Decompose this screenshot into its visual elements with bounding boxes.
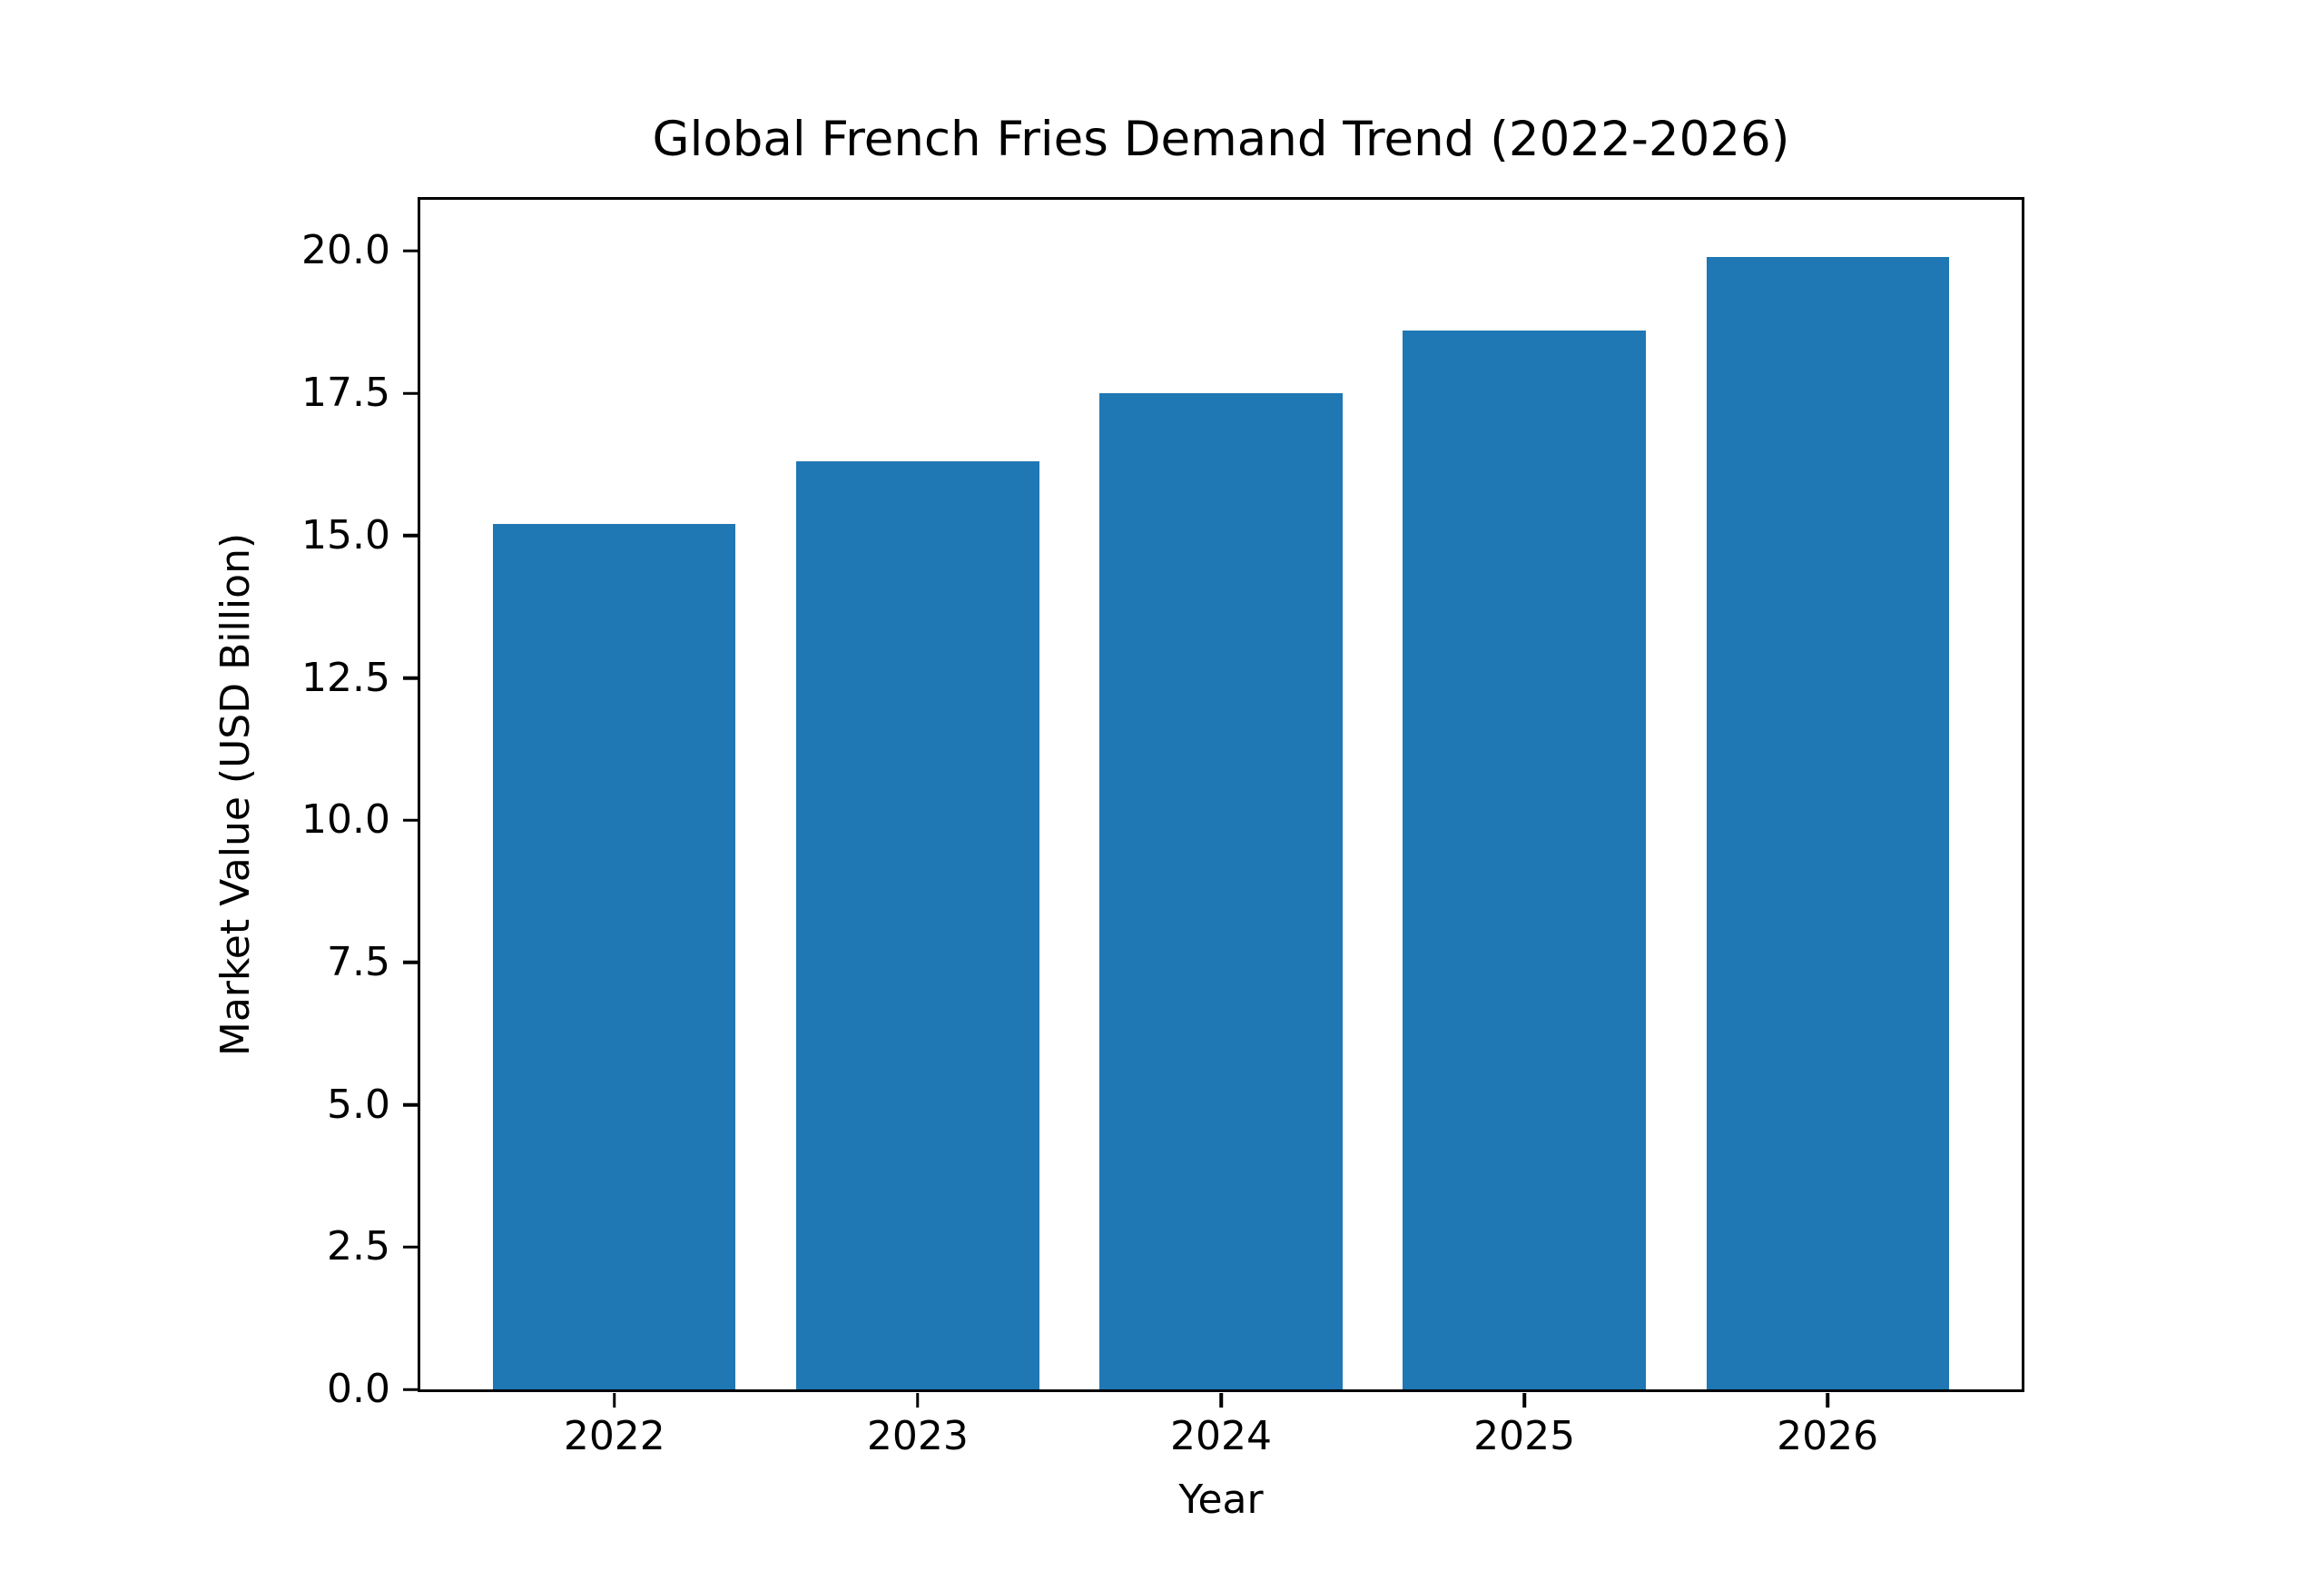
plot-area: 0.0 2.5 5.0 7.5 10.0 12.5 15.0 17.5 20.0 2022 2023… bbox=[301, 197, 2024, 1457]
x-tick-label: 2023 bbox=[866, 1413, 969, 1459]
x-tick-label: 2024 bbox=[1170, 1413, 1272, 1459]
bar-2022 bbox=[493, 524, 736, 1389]
bar-2023 bbox=[796, 461, 1039, 1389]
x-tick-mark bbox=[1219, 1392, 1223, 1408]
y-tick-mark bbox=[402, 534, 418, 538]
bar-2026 bbox=[1706, 256, 1949, 1389]
y-axis-label: Market Value (USD Billion) bbox=[212, 532, 259, 1057]
y-tick-mark bbox=[402, 1245, 418, 1250]
x-tick-label: 2025 bbox=[1473, 1413, 1576, 1459]
y-tick-mark bbox=[402, 1388, 418, 1391]
y-tick-label: 10.0 bbox=[301, 796, 390, 844]
x-axis-label: Year bbox=[1178, 1477, 1264, 1523]
y-tick-label: 20.0 bbox=[301, 227, 390, 274]
x-tick-label: 2022 bbox=[563, 1413, 665, 1459]
y-tick-mark bbox=[402, 249, 418, 253]
x-tick-label: 2026 bbox=[1777, 1413, 1879, 1459]
y-tick-label: 5.0 bbox=[327, 1081, 390, 1128]
y-tick-label: 7.5 bbox=[327, 938, 390, 985]
bar-2024 bbox=[1099, 393, 1343, 1389]
x-tick-mark bbox=[1826, 1392, 1829, 1408]
x-tick-mark bbox=[916, 1392, 920, 1408]
y-tick-mark bbox=[402, 391, 418, 395]
x-tick-mark bbox=[1522, 1392, 1526, 1408]
y-tick-mark bbox=[402, 818, 418, 822]
bar-2025 bbox=[1403, 331, 1646, 1389]
y-tick-mark bbox=[402, 1102, 418, 1107]
y-tick-mark bbox=[402, 676, 418, 680]
y-tick-label: 2.5 bbox=[327, 1223, 390, 1270]
x-tick-mark bbox=[613, 1392, 616, 1408]
y-tick-mark bbox=[402, 961, 418, 964]
y-tick-label: 17.5 bbox=[301, 370, 390, 417]
chart-title: Global French Fries Demand Trend (2022-2… bbox=[652, 112, 1790, 167]
y-tick-label: 0.0 bbox=[327, 1366, 390, 1412]
y-tick-label: 15.0 bbox=[301, 511, 390, 558]
y-tick-label: 12.5 bbox=[301, 654, 390, 701]
